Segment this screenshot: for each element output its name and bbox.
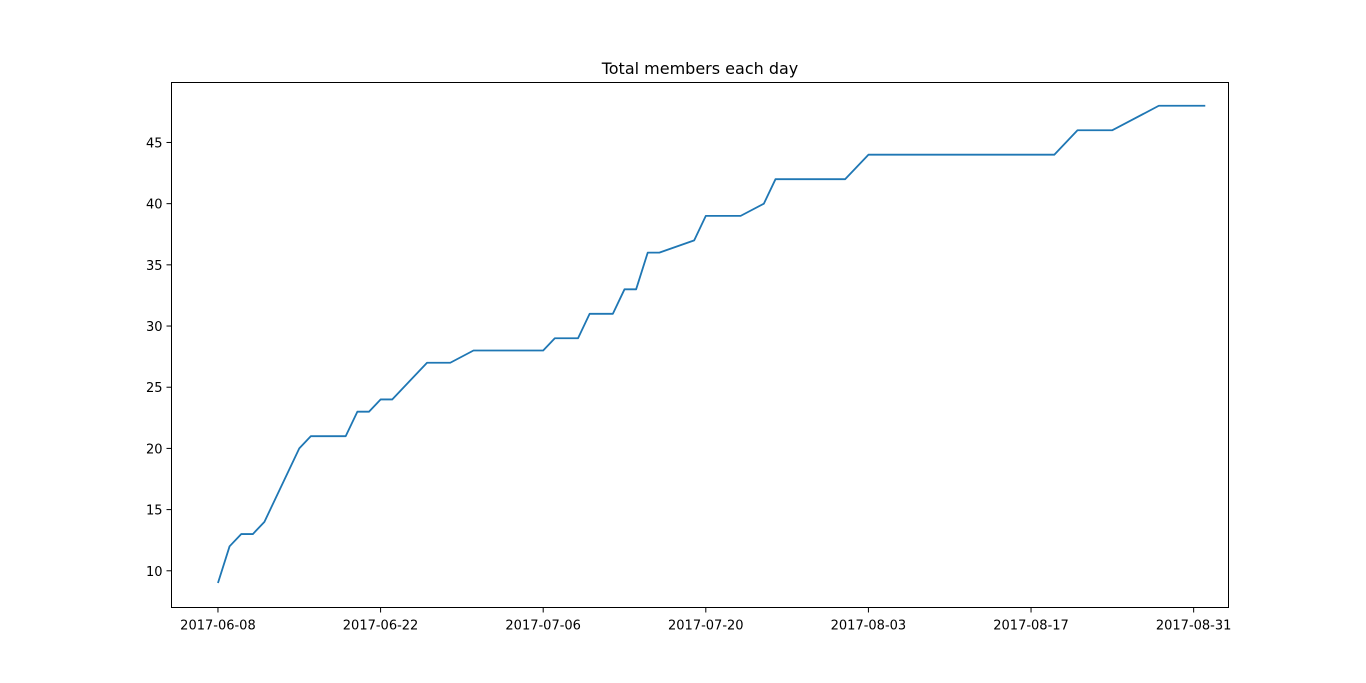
x-tick-label: 2017-08-31	[1156, 619, 1232, 634]
y-tick-label: 20	[146, 442, 163, 457]
series-line-0	[217, 104, 1206, 584]
x-tick-label: 2017-06-22	[343, 619, 419, 634]
series-layer	[217, 104, 1206, 584]
plot-area-frame	[171, 82, 1229, 608]
y-tick-label: 10	[146, 565, 163, 580]
y-tick-label: 40	[146, 198, 163, 213]
y-axis: 10 15 20 25 30 35 40 45	[146, 136, 172, 580]
x-tick-label: 2017-06-08	[180, 619, 256, 634]
x-tick-label: 2017-08-17	[993, 619, 1069, 634]
y-tick-label: 35	[146, 259, 163, 274]
y-tick-label: 15	[146, 504, 163, 519]
chart-title: Total members each day	[601, 59, 799, 78]
y-tick-label: 45	[146, 136, 163, 151]
y-tick-label: 25	[146, 381, 163, 396]
y-tick-label: 30	[146, 320, 163, 335]
x-axis: 2017-06-08 2017-06-22 2017-07-06 2017-07-20…	[180, 607, 1232, 634]
x-tick-label: 2017-07-20	[668, 619, 744, 634]
x-tick-label: 2017-08-03	[831, 619, 907, 634]
x-tick-label: 2017-07-06	[505, 619, 581, 634]
